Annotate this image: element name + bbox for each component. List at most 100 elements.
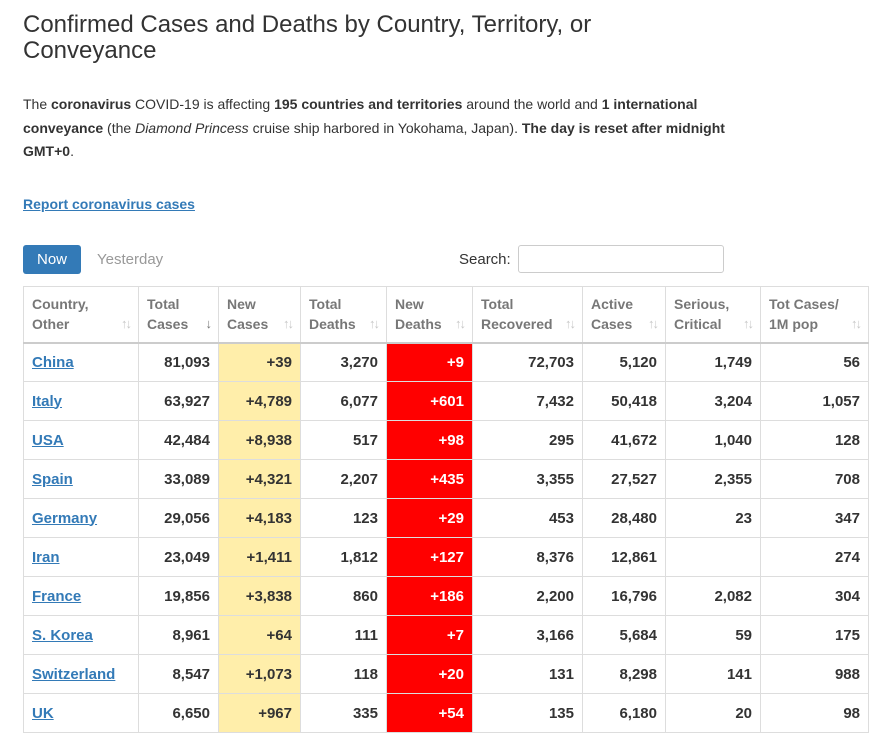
table-row: Germany 29,056 +4,183 123 +29 453 28,480 23 347 [23, 498, 869, 538]
table-row: S. Korea 8,961 +64 111 +7 3,166 5,684 59 175 [23, 615, 869, 655]
country-link[interactable]: France [32, 587, 82, 605]
column-header-label: Tot Cases/1M pop [769, 294, 839, 334]
sort-icon[interactable]: ↑↓ [455, 315, 466, 331]
cell-per-1m: 98 [760, 693, 869, 733]
cell-per-1m: 988 [760, 654, 869, 694]
country-link[interactable]: Spain [32, 470, 73, 488]
cell-total-deaths: 3,270 [300, 342, 387, 382]
column-header-total-recovered[interactable]: Total Recovered ↑↓ [472, 286, 583, 344]
cell-active-cases: 50,418 [582, 381, 666, 421]
column-header-total-cases[interactable]: Total Cases ↓ [138, 286, 219, 344]
report-cases-link[interactable]: Report coronavirus cases [23, 196, 195, 212]
header-line: Cases [591, 316, 633, 333]
country-link[interactable]: Iran [32, 548, 60, 566]
intro-bold: 195 countries and territories [274, 96, 463, 112]
table-row: USA 42,484 +8,938 517 +98 295 41,672 1,040 128 [23, 420, 869, 460]
cell-country: France [23, 576, 139, 616]
header-line: Recovered [481, 316, 553, 333]
header-line: Cases [147, 316, 189, 333]
column-header-serious-critical[interactable]: Serious, Critical ↑↓ [665, 286, 761, 344]
cell-total-cases: 19,856 [138, 576, 219, 616]
country-link[interactable]: UK [32, 704, 54, 722]
column-header-cases-per-1m[interactable]: Tot Cases/1M pop ↑↓ [760, 286, 869, 344]
cell-total-deaths: 2,207 [300, 459, 387, 499]
cell-new-cases: +4,183 [218, 498, 301, 538]
column-header-label: Country, Other [32, 294, 89, 334]
cell-total-recovered: 8,376 [472, 537, 583, 577]
sort-icon[interactable]: ↑↓ [743, 315, 754, 331]
country-link[interactable]: Germany [32, 509, 98, 527]
column-header-total-deaths[interactable]: Total Deaths ↑↓ [300, 286, 387, 344]
cell-total-deaths: 118 [300, 654, 387, 694]
header-line: Total [309, 296, 342, 313]
intro-text: COVID-19 is affecting [131, 96, 275, 112]
cell-total-recovered: 7,432 [472, 381, 583, 421]
table-row: UK 6,650 +967 335 +54 135 6,180 20 98 [23, 693, 869, 733]
search-input[interactable] [518, 245, 724, 273]
country-link[interactable]: S. Korea [32, 626, 93, 644]
cell-active-cases: 27,527 [582, 459, 666, 499]
intro-text: (the [103, 119, 136, 136]
cell-total-deaths: 111 [300, 615, 387, 655]
header-line: New [227, 296, 256, 313]
sort-icon[interactable]: ↑↓ [648, 315, 659, 331]
cell-per-1m: 1,057 [760, 381, 869, 421]
country-link[interactable]: Italy [32, 392, 63, 410]
country-link[interactable]: Switzerland [32, 665, 116, 683]
tab-yesterday[interactable]: Yesterday [97, 251, 164, 268]
table-row: Spain 33,089 +4,321 2,207 +435 3,355 27,527 2,3… [23, 459, 869, 499]
cell-country: S. Korea [23, 615, 139, 655]
column-header-new-cases[interactable]: New Cases ↑↓ [218, 286, 301, 344]
country-link[interactable]: USA [32, 431, 64, 449]
country-link[interactable]: China [32, 353, 74, 371]
cell-new-cases: +64 [218, 615, 301, 655]
cell-total-cases: 33,089 [138, 459, 219, 499]
cell-country: UK [23, 693, 139, 733]
cell-total-cases: 8,547 [138, 654, 219, 694]
tab-now[interactable]: Now [23, 245, 81, 274]
header-line: Deaths [309, 316, 356, 333]
table-header-row: Country, Other ↑↓ Total Cases ↓ New Cases ↑↓ Tota… [23, 286, 869, 344]
column-header-label: Total Recovered [481, 294, 553, 334]
cell-total-deaths: 860 [300, 576, 387, 616]
cell-new-cases: +8,938 [218, 420, 301, 460]
search-label: Search: [459, 251, 511, 268]
column-header-new-deaths[interactable]: New Deaths ↑↓ [386, 286, 473, 344]
table-row: Switzerland 8,547 +1,073 118 +20 131 8,298 141 9… [23, 654, 869, 694]
cell-serious-critical: 23 [665, 498, 761, 538]
cell-country: USA [23, 420, 139, 460]
cell-active-cases: 16,796 [582, 576, 666, 616]
cell-total-recovered: 3,166 [472, 615, 583, 655]
cell-serious-critical: 2,082 [665, 576, 761, 616]
cell-active-cases: 41,672 [582, 420, 666, 460]
table-row: Italy 63,927 +4,789 6,077 +601 7,432 50,418 3,2… [23, 381, 869, 421]
header-line: Active [591, 296, 634, 313]
cell-total-cases: 6,650 [138, 693, 219, 733]
header-line: Deaths [395, 316, 442, 333]
cell-new-deaths: +20 [386, 654, 473, 694]
cell-per-1m: 274 [760, 537, 869, 577]
sort-icon[interactable]: ↓ [205, 315, 212, 331]
cell-total-cases: 63,927 [138, 381, 219, 421]
column-header-label: New Cases [227, 294, 268, 334]
sort-icon[interactable]: ↑↓ [565, 315, 576, 331]
cell-total-recovered: 2,200 [472, 576, 583, 616]
cell-total-deaths: 517 [300, 420, 387, 460]
sort-icon[interactable]: ↑↓ [283, 315, 294, 331]
header-line: Total [481, 296, 514, 313]
sort-icon[interactable]: ↑↓ [121, 315, 132, 331]
sort-icon[interactable]: ↑↓ [851, 315, 862, 331]
header-line: Total [147, 296, 180, 313]
cell-total-recovered: 72,703 [472, 342, 583, 382]
table-row: China 81,093 +39 3,270 +9 72,703 5,120 1,749 56 [23, 342, 869, 382]
cell-active-cases: 28,480 [582, 498, 666, 538]
column-header-active-cases[interactable]: Active Cases ↑↓ [582, 286, 666, 344]
sort-icon[interactable]: ↑↓ [369, 315, 380, 331]
cell-serious-critical [665, 537, 761, 577]
cell-serious-critical: 2,355 [665, 459, 761, 499]
cell-new-cases: +39 [218, 342, 301, 382]
table-row: Iran 23,049 +1,411 1,812 +127 8,376 12,861 274 [23, 537, 869, 577]
cell-new-cases: +1,073 [218, 654, 301, 694]
column-header-country[interactable]: Country, Other ↑↓ [23, 286, 139, 344]
intro-text: The [23, 96, 52, 112]
